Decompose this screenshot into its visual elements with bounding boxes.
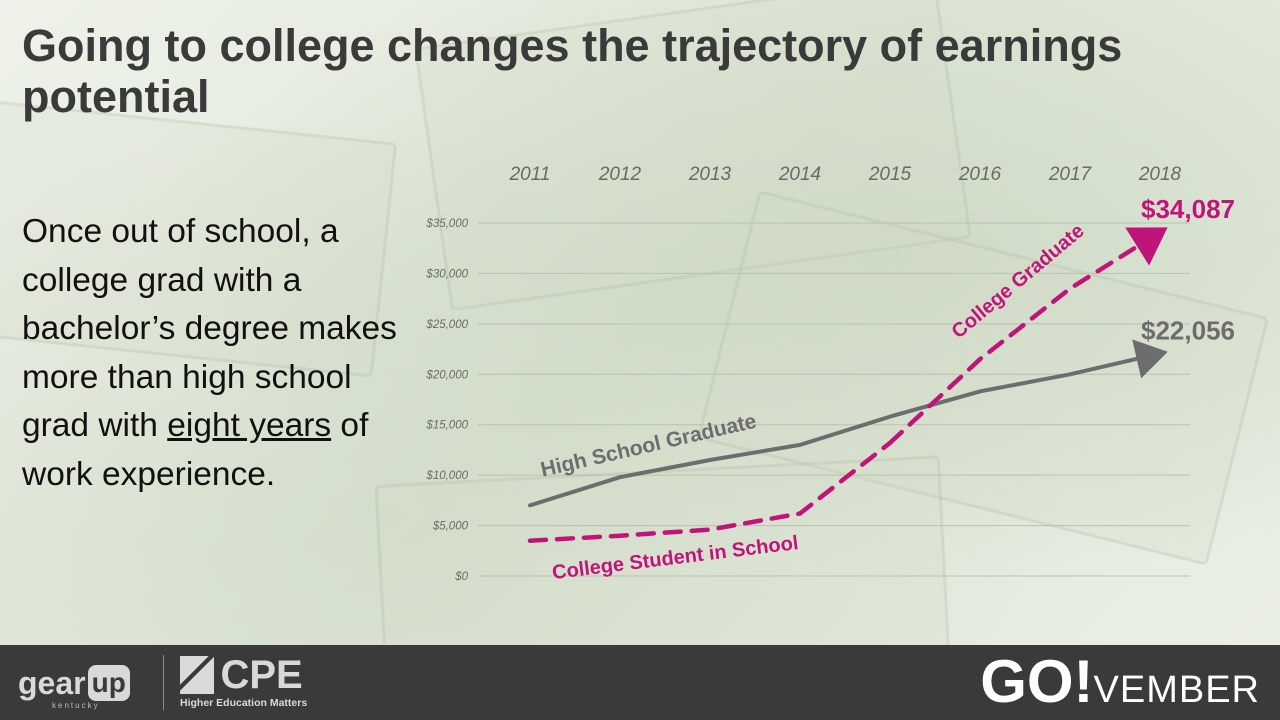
chart-series-lines <box>527 227 1168 543</box>
cpe-logo: CPE Higher Education Matters <box>180 655 307 709</box>
series-line-college-graduate <box>887 227 1168 446</box>
footer-bar: gear up kentucky CPE Higher Education Ma… <box>0 645 1280 720</box>
y-tick-label: $35,000 <box>425 218 468 230</box>
series-line-college-student-in-school <box>527 440 893 543</box>
cpe-tagline: Higher Education Matters <box>180 697 308 709</box>
body-text-before: Once out of school, a college grad with … <box>22 213 397 444</box>
x-tick-label: 2017 <box>1048 164 1093 185</box>
y-tick-label: $10,000 <box>425 470 468 482</box>
series-line-high-school-graduate <box>528 339 1168 508</box>
body-text: Once out of school, a college grad with … <box>22 208 402 499</box>
gear-logo-box: up <box>87 665 130 701</box>
govember-go: GO! <box>980 648 1094 715</box>
x-tick-label: 2016 <box>958 164 1002 185</box>
y-tick-label: $25,000 <box>425 319 468 331</box>
y-tick-label: $15,000 <box>425 420 468 432</box>
cpe-mark-icon <box>180 656 214 694</box>
x-tick-label: 2012 <box>598 164 642 185</box>
x-tick-label: 2013 <box>688 164 732 185</box>
x-tick-label: 2015 <box>868 164 912 185</box>
govember-rest: VEMBER <box>1093 669 1260 711</box>
x-tick-label: 2014 <box>778 164 821 185</box>
y-tick-label: $5,000 <box>432 521 469 533</box>
gear-logo-subtitle: kentucky <box>52 701 100 710</box>
x-tick-label: 2011 <box>509 164 551 185</box>
chart-axis-ticks: $35,000 $30,000 $25,000 $20,000 $15,000 $10,0… <box>425 164 1181 583</box>
slide-title: Going to college changes the trajectory … <box>22 20 1123 122</box>
cpe-logo-word: CPE <box>220 653 303 697</box>
x-tick-label: 2018 <box>1138 164 1182 185</box>
body-text-after: of work experience. <box>22 407 369 493</box>
gear-up-logo: gear up <box>18 659 130 707</box>
gear-logo-word: gear <box>18 664 86 701</box>
y-tick-label: $20,000 <box>425 369 468 381</box>
end-value-label: $34,087 <box>1141 194 1235 224</box>
body-text-underlined: eight years <box>167 407 332 444</box>
series-name-label: College Graduate <box>948 220 1089 343</box>
govember-logo: GO! VEMBER <box>980 649 1260 715</box>
y-tick-label: $30,000 <box>425 268 468 280</box>
end-value-label: $22,056 <box>1141 316 1235 346</box>
chart-gridlines <box>478 222 1190 577</box>
y-tick-label: $0 <box>454 571 468 583</box>
earnings-line-chart: $35,000 $30,000 $25,000 $20,000 $15,000 $10,0… <box>425 164 1235 584</box>
footer-divider <box>163 655 164 710</box>
